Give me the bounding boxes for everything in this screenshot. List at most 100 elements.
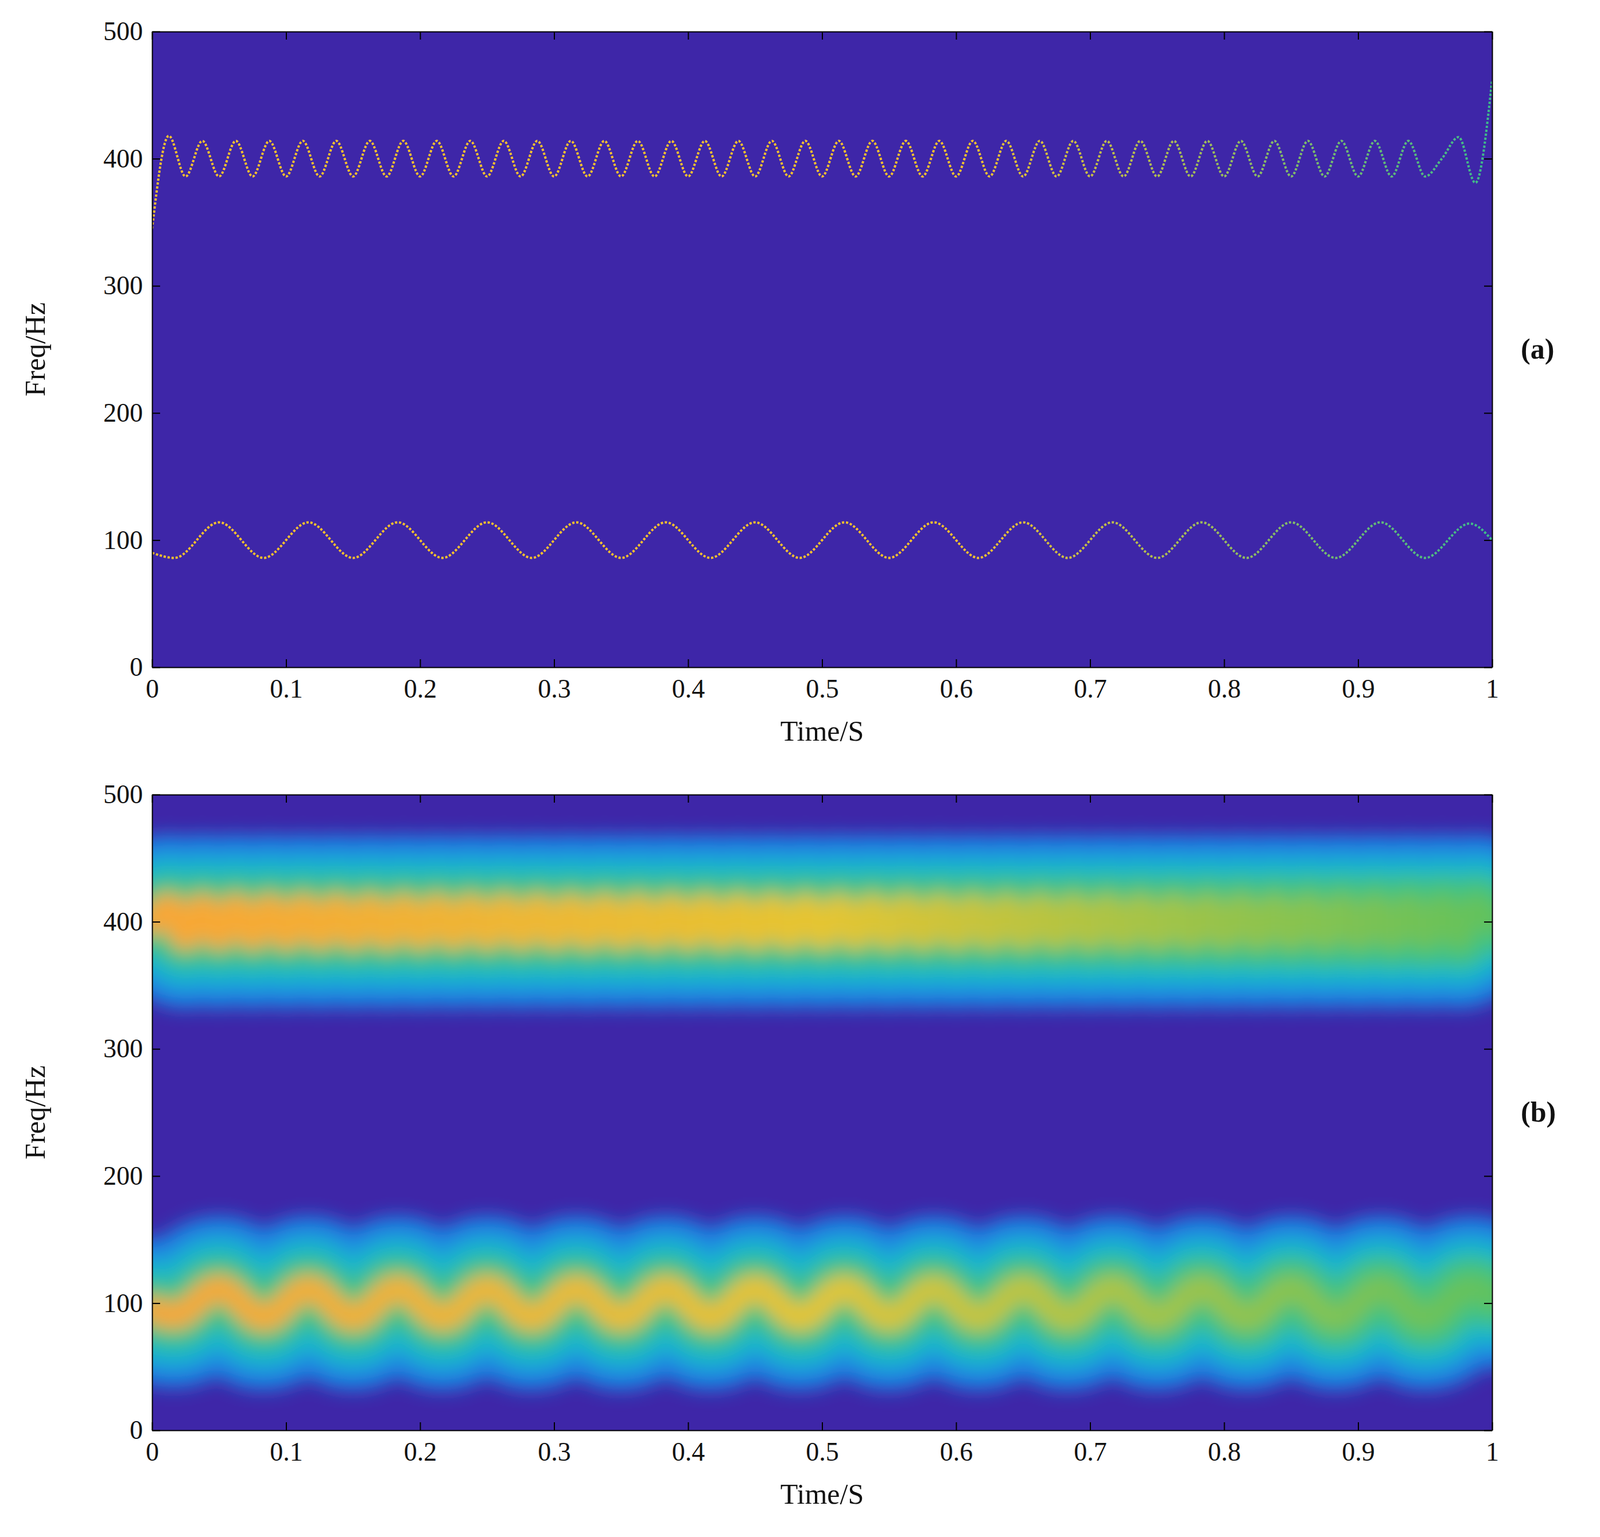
tick: 200 <box>103 1161 161 1191</box>
tick-label: 0.8 <box>1208 674 1242 704</box>
tick-label: 0.1 <box>269 674 304 704</box>
tick-label: 0.8 <box>1208 1437 1242 1467</box>
tick-mark <box>152 794 154 803</box>
tick-mark <box>285 794 287 803</box>
tick <box>1090 794 1091 803</box>
series-line <box>152 906 1493 938</box>
tick-label: 0.9 <box>1341 1437 1376 1467</box>
tick <box>152 794 153 803</box>
tick: 0 <box>129 1415 161 1446</box>
tick <box>1484 540 1493 541</box>
tick <box>1484 922 1493 923</box>
tick: 0.5 <box>805 659 840 704</box>
tick-mark <box>1484 1430 1493 1432</box>
tick <box>1484 413 1493 414</box>
tick <box>152 31 153 40</box>
series-line <box>152 79 1493 229</box>
tick-label: 500 <box>103 779 143 810</box>
tick-mark <box>152 1303 161 1305</box>
tick <box>688 31 689 40</box>
tick <box>1484 794 1493 796</box>
tick-mark <box>1484 1175 1493 1178</box>
tick <box>1484 1176 1493 1178</box>
tick-mark <box>420 1422 422 1431</box>
tick <box>1358 794 1359 803</box>
figure: 00.10.20.30.40.50.60.70.80.9101002003004… <box>0 0 1600 1537</box>
tick-mark <box>688 794 690 803</box>
tick-mark <box>152 1430 161 1432</box>
tick-mark <box>285 31 287 40</box>
tick-mark <box>420 31 422 40</box>
tick-mark <box>821 794 823 803</box>
tick-mark <box>821 1422 823 1431</box>
series-line <box>152 522 1493 558</box>
tick <box>554 31 555 40</box>
tick-mark <box>1089 659 1091 668</box>
tick-label: 0.3 <box>537 674 572 704</box>
tick-mark <box>553 1422 555 1431</box>
tick-mark <box>420 659 422 668</box>
tick: 0.7 <box>1073 1422 1108 1467</box>
axis-line <box>152 795 154 1432</box>
series-line <box>152 1288 1493 1319</box>
tick: 0.1 <box>269 1422 304 1467</box>
tick-label: 0 <box>129 1415 143 1446</box>
series-line <box>152 1288 1493 1319</box>
tick <box>1090 31 1091 40</box>
tick <box>1484 1430 1493 1432</box>
tick: 0.4 <box>672 659 706 704</box>
tick-mark <box>553 31 555 40</box>
tick: 100 <box>103 1288 161 1319</box>
tick: 400 <box>103 144 161 174</box>
tick-mark <box>1224 659 1226 668</box>
tick <box>956 794 957 803</box>
tick <box>1358 31 1359 40</box>
tick-label: 500 <box>103 16 143 46</box>
tick: 0.6 <box>940 1422 974 1467</box>
tick-mark <box>1484 667 1493 669</box>
tick-label: 0.5 <box>805 674 840 704</box>
tick-label: 400 <box>103 907 143 937</box>
tick-mark <box>1484 921 1493 923</box>
tick <box>1484 1049 1493 1050</box>
tick: 0.2 <box>404 1422 438 1467</box>
tick-label: 0.5 <box>805 1437 840 1467</box>
x-axis-title: Time/S <box>780 715 864 748</box>
tick-mark <box>688 31 690 40</box>
tick-mark <box>152 667 161 669</box>
tick: 0.4 <box>672 1422 706 1467</box>
tick-mark <box>821 31 823 40</box>
tick-mark <box>1484 540 1493 542</box>
tick-mark <box>152 921 161 923</box>
tick: 0.8 <box>1208 659 1242 704</box>
panel: 00.10.20.30.40.50.60.70.80.9101002003004… <box>18 779 1556 1511</box>
tick: 0.6 <box>940 659 974 704</box>
tick-label: 0.2 <box>404 1437 438 1467</box>
tick: 0.2 <box>404 659 438 704</box>
tick-mark <box>152 31 154 40</box>
tick: 0.1 <box>269 659 304 704</box>
series-line <box>152 1288 1493 1319</box>
tick <box>822 31 823 40</box>
tick-mark <box>1484 1303 1493 1305</box>
panel: 00.10.20.30.40.50.60.70.80.9101002003004… <box>18 16 1555 748</box>
tick-mark <box>1357 1422 1359 1431</box>
tick-mark <box>1484 794 1493 796</box>
tick-label: 0.4 <box>672 674 706 704</box>
tick-mark <box>1484 1049 1493 1051</box>
tick: 300 <box>103 1034 161 1064</box>
tick-mark <box>688 659 690 668</box>
tick: 300 <box>103 270 161 301</box>
x-axis: 00.10.20.30.40.50.60.70.80.91 <box>145 659 1499 704</box>
tick-mark <box>420 794 422 803</box>
axis-line <box>1492 32 1494 669</box>
x-axis-top <box>152 31 1493 40</box>
tick-mark <box>1484 412 1493 414</box>
tick: 0 <box>129 652 161 682</box>
plot-area <box>152 79 1493 558</box>
tick <box>1484 31 1493 33</box>
tick <box>1484 158 1493 160</box>
tick <box>554 794 555 803</box>
plot-background <box>152 794 1493 1431</box>
y-axis-right <box>1484 795 1493 1432</box>
